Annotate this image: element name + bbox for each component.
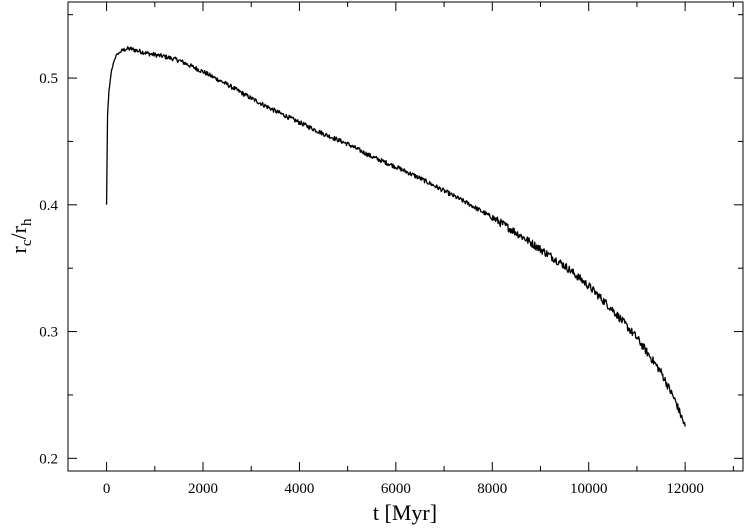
y-tick-label: 0.4 <box>39 198 58 214</box>
x-tick-label: 2000 <box>188 481 218 497</box>
x-tick-label: 0 <box>103 481 111 497</box>
y-tick-label: 0.3 <box>39 325 58 341</box>
tick-labels: 0 2000 4000 6000 8000 10000 12000 0.2 0.3 0.4 0.5 <box>39 71 704 497</box>
y-axis-title: rc/rh <box>6 218 35 253</box>
y-axis-title-sub1: c <box>19 239 35 246</box>
series-line <box>105 46 686 427</box>
x-tick-label: 6000 <box>381 481 411 497</box>
x-tick-label: 10000 <box>570 481 608 497</box>
y-tick-label: 0.5 <box>39 71 58 87</box>
x-tick-label: 8000 <box>477 481 507 497</box>
plot-frame <box>67 1 744 472</box>
y-axis-title-sub2: h <box>19 218 35 226</box>
x-tick-label: 4000 <box>284 481 314 497</box>
x-axis-title: t [Myr] <box>373 500 437 525</box>
y-axis-title-sep: /r <box>6 225 31 239</box>
x-tick-label: 12000 <box>666 481 704 497</box>
axis-ticks <box>68 2 743 471</box>
y-tick-label: 0.2 <box>39 451 58 467</box>
y-axis-title-main: r <box>6 245 31 253</box>
